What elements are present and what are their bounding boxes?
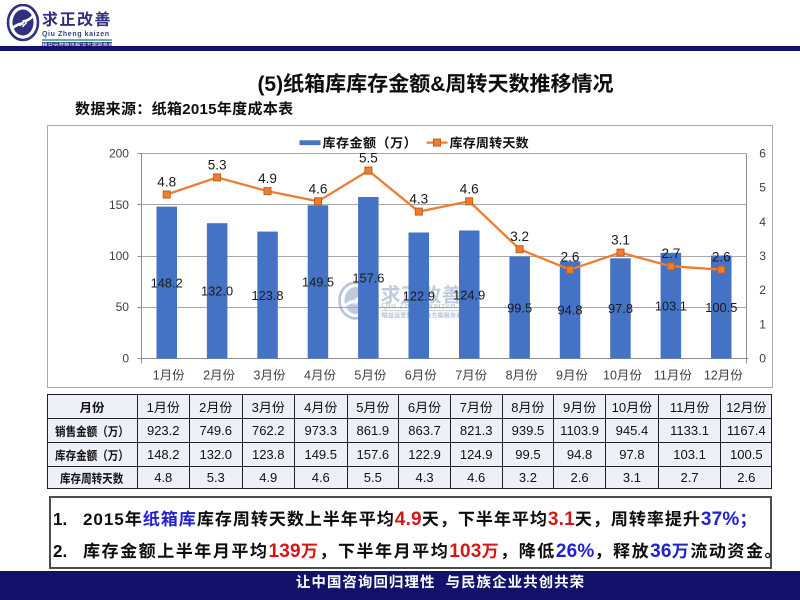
svg-text:100: 100	[109, 249, 129, 263]
svg-text:122.9: 122.9	[403, 288, 435, 303]
svg-text:8月份: 8月份	[506, 369, 538, 383]
svg-text:库存周转天数: 库存周转天数	[450, 136, 529, 151]
svg-text:5: 5	[759, 181, 766, 195]
svg-text:124.9: 124.9	[453, 287, 485, 302]
svg-text:50: 50	[116, 300, 130, 314]
svg-text:5月份: 5月份	[354, 369, 386, 383]
svg-text:库存金额（万）: 库存金额（万）	[323, 136, 418, 151]
svg-text:200: 200	[109, 147, 129, 161]
svg-text:5.3: 5.3	[208, 157, 227, 172]
svg-text:2.7: 2.7	[662, 246, 681, 261]
svg-text:97.8: 97.8	[608, 301, 633, 316]
svg-text:9月份: 9月份	[556, 369, 588, 383]
svg-text:132.0: 132.0	[201, 284, 233, 299]
svg-text:103.1: 103.1	[655, 299, 687, 314]
svg-text:3月份: 3月份	[254, 369, 286, 383]
svg-text:0: 0	[759, 352, 766, 366]
svg-text:100.5: 100.5	[705, 300, 737, 315]
svg-text:4.8: 4.8	[157, 175, 176, 190]
svg-text:2.6: 2.6	[561, 250, 580, 265]
svg-text:2: 2	[759, 283, 766, 297]
svg-text:149.5: 149.5	[302, 275, 334, 290]
svg-text:12月份: 12月份	[704, 369, 743, 383]
svg-text:3: 3	[759, 249, 766, 263]
svg-text:94.8: 94.8	[558, 303, 583, 318]
svg-text:5.5: 5.5	[359, 151, 378, 166]
svg-text:150: 150	[109, 198, 129, 212]
svg-text:6月份: 6月份	[405, 369, 437, 383]
svg-text:7月份: 7月份	[455, 369, 487, 383]
svg-text:4.6: 4.6	[309, 181, 328, 196]
svg-text:2.6: 2.6	[712, 250, 731, 265]
svg-text:11月份: 11月份	[654, 369, 693, 383]
svg-text:3.2: 3.2	[510, 229, 529, 244]
svg-text:4.3: 4.3	[409, 192, 428, 207]
svg-text:1: 1	[759, 317, 766, 331]
svg-text:0: 0	[122, 352, 129, 366]
svg-text:6: 6	[759, 147, 766, 161]
svg-text:2月份: 2月份	[203, 369, 235, 383]
svg-text:4.6: 4.6	[460, 181, 479, 196]
svg-text:10月份: 10月份	[603, 369, 642, 383]
svg-text:148.2: 148.2	[151, 275, 183, 290]
svg-text:99.5: 99.5	[507, 300, 532, 315]
svg-text:1月份: 1月份	[153, 369, 185, 383]
svg-text:4: 4	[759, 215, 766, 229]
svg-text:123.8: 123.8	[251, 288, 283, 303]
svg-text:3.1: 3.1	[611, 233, 630, 248]
svg-text:157.6: 157.6	[352, 271, 384, 286]
svg-text:4月份: 4月份	[304, 369, 336, 383]
svg-text:4.9: 4.9	[258, 171, 277, 186]
